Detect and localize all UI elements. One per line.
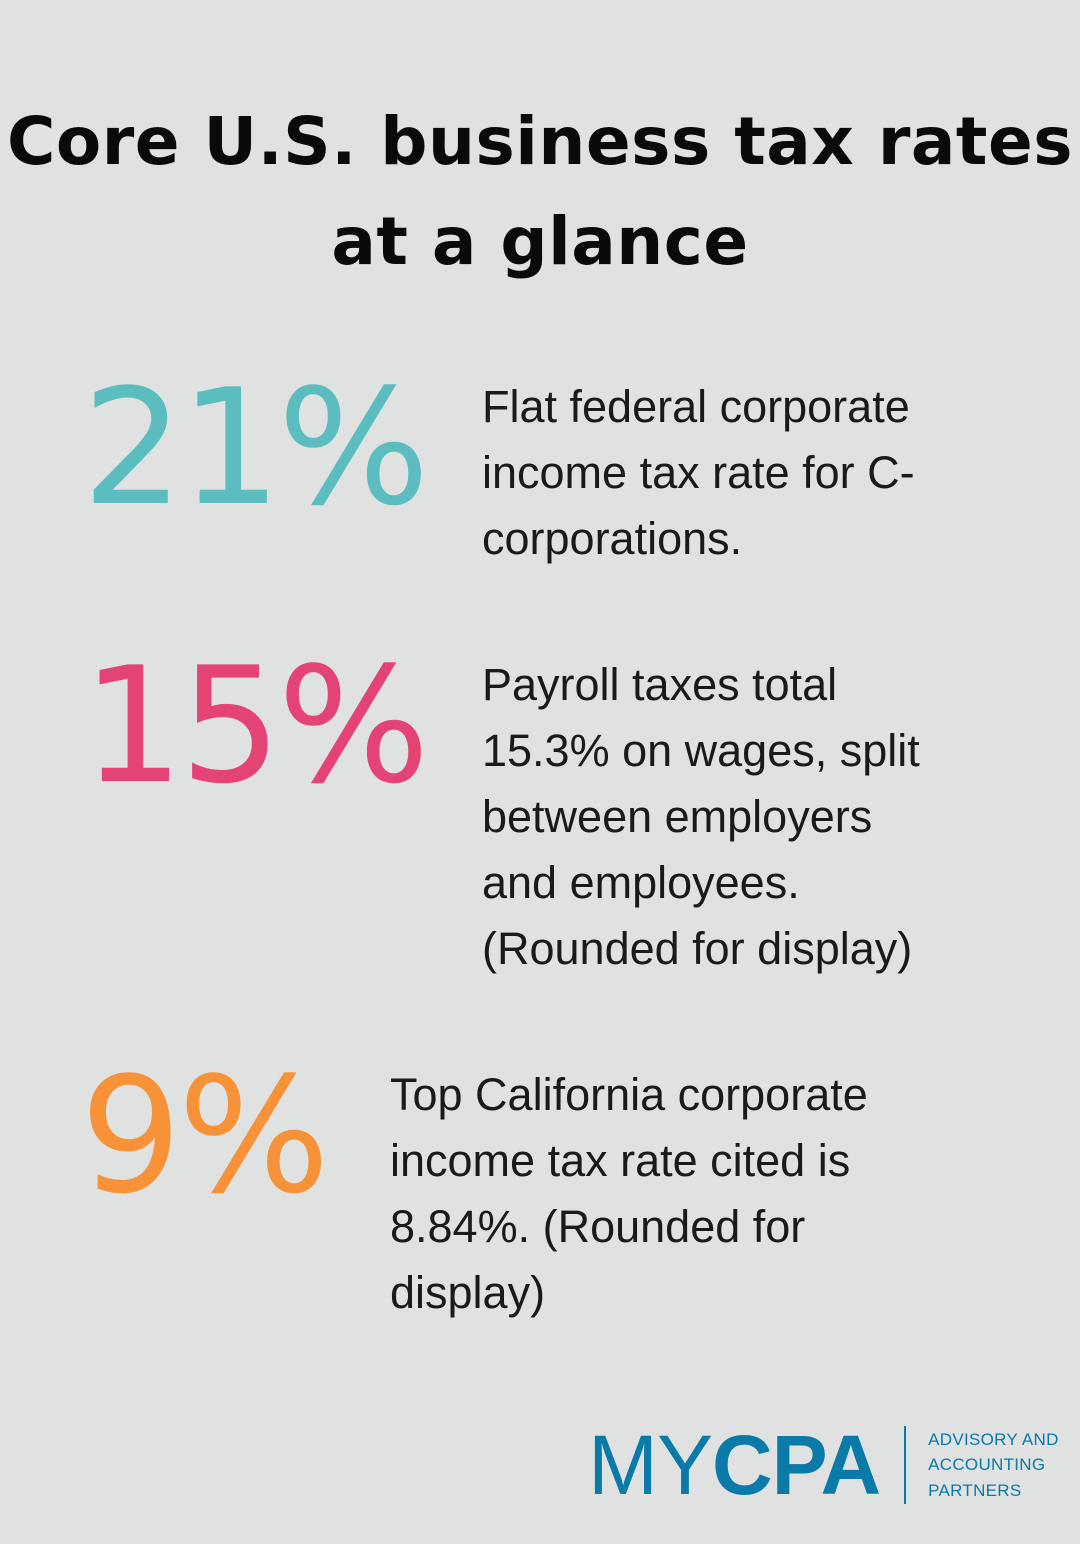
desc-line: (Rounded for display) [482, 923, 913, 974]
stat-value: 15% [82, 632, 430, 819]
desc-line: display) [390, 1267, 546, 1318]
desc-line: income tax rate for C- [482, 447, 915, 498]
stat-description: Payroll taxes total 15.3% on wages, spli… [482, 652, 920, 982]
desc-line: Payroll taxes total [482, 659, 838, 710]
desc-line: Top California corporate [390, 1069, 868, 1120]
desc-line: corporations. [482, 513, 743, 564]
stat-description: Flat federal corporate income tax rate f… [482, 374, 915, 572]
desc-line: between employers [482, 791, 873, 842]
mycpa-logo: MYCPA ADVISORY AND ACCOUNTING PARTNERS [588, 1423, 1059, 1507]
stat-value: 21% [82, 354, 430, 541]
desc-line: 15.3% on wages, split [482, 725, 920, 776]
logo-divider [904, 1426, 907, 1504]
tagline-line: ADVISORY AND [928, 1429, 1059, 1449]
desc-line: Flat federal corporate [482, 381, 910, 432]
title-line-1: Core U.S. business tax rates [6, 103, 1074, 180]
desc-line: and employees. [482, 857, 800, 908]
logo-cpa: CPA [712, 1418, 881, 1512]
stat-description: Top California corporate income tax rate… [390, 1062, 868, 1326]
tagline-line: ACCOUNTING [928, 1455, 1046, 1475]
logo-my: MY [588, 1418, 713, 1512]
page-title: Core U.S. business tax rates at a glance [0, 92, 1080, 292]
logo-tagline: ADVISORY AND ACCOUNTING PARTNERS [928, 1427, 1059, 1504]
desc-line: 8.84%. (Rounded for [390, 1201, 806, 1252]
title-line-2: at a glance [331, 203, 749, 280]
desc-line: income tax rate cited is [390, 1135, 851, 1186]
tagline-line: PARTNERS [928, 1480, 1022, 1500]
logo-wordmark: MYCPA [588, 1423, 881, 1507]
stat-value: 9% [80, 1042, 330, 1229]
